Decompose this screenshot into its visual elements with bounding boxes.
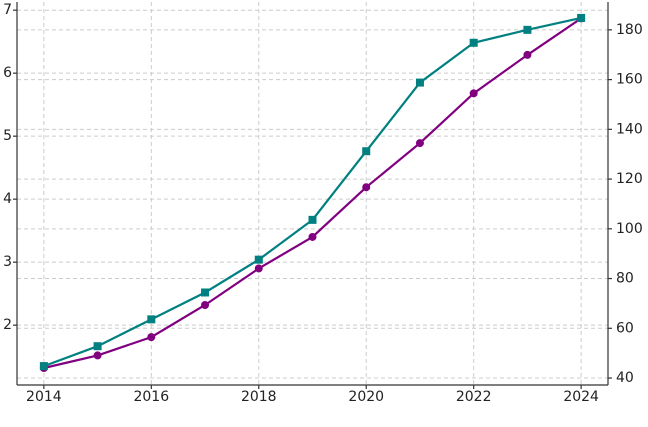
x-tick-label: 2016 (133, 389, 169, 405)
y2-tick-label: 140 (616, 121, 643, 137)
marker (147, 333, 156, 342)
y2-tick-label: 80 (616, 271, 634, 287)
marker (254, 255, 263, 264)
marker (254, 264, 263, 273)
y-tick-label: 6 (3, 65, 12, 81)
marker (93, 342, 102, 351)
marker (39, 362, 48, 371)
series-line (43, 16, 582, 368)
marker (469, 89, 478, 98)
y2-tick-label: 40 (616, 370, 634, 386)
marker (523, 25, 532, 34)
marker (308, 232, 317, 241)
x-tick-label: 2022 (456, 389, 492, 405)
marker (308, 215, 317, 224)
y-tick-label: 7 (3, 2, 12, 18)
x-tick-label: 2024 (563, 389, 599, 405)
marker (523, 50, 532, 59)
y2-tick-label: 120 (616, 171, 643, 187)
marker (577, 13, 586, 22)
y2-tick-label: 160 (616, 72, 643, 88)
y2-tick-label: 100 (616, 221, 643, 237)
y2-tick-label: 180 (616, 22, 643, 38)
y-tick-label: 4 (3, 191, 12, 207)
y-tick-label: 3 (3, 254, 12, 270)
y-tick-label: 5 (3, 128, 12, 144)
series-line (43, 17, 582, 370)
marker (201, 288, 210, 297)
y-tick-label: 2 (3, 317, 12, 333)
marker (362, 183, 371, 192)
marker (362, 147, 371, 156)
x-tick-label: 2014 (26, 389, 62, 405)
x-tick-label: 2020 (348, 389, 384, 405)
marker (147, 315, 156, 324)
marker (415, 78, 424, 87)
marker (415, 139, 424, 148)
x-tick-label: 2018 (241, 389, 277, 405)
y2-tick-label: 60 (616, 320, 634, 336)
marker (93, 351, 102, 360)
marker (201, 300, 210, 309)
marker (469, 38, 478, 47)
